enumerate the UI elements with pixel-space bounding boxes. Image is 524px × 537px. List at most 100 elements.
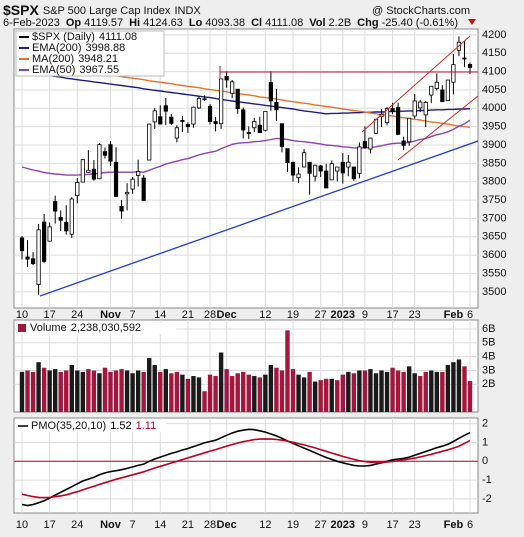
candle-body bbox=[119, 205, 124, 212]
candle-body bbox=[230, 81, 235, 94]
x-tick-label: 12 bbox=[259, 519, 271, 531]
candle-body bbox=[224, 75, 229, 81]
open-label: Op bbox=[66, 17, 82, 29]
volume-bar bbox=[158, 371, 163, 412]
x-tick-label: 17 bbox=[44, 309, 56, 321]
legend-entry: EMA(50) 3967.55 bbox=[32, 64, 119, 76]
volume-bar bbox=[323, 378, 329, 412]
y-tick-label: 4150 bbox=[482, 47, 506, 59]
candle-body bbox=[219, 78, 224, 125]
x-tick-label: 14 bbox=[154, 519, 166, 531]
volume-bar bbox=[19, 371, 25, 412]
volume-bar bbox=[152, 364, 157, 412]
volume-bar bbox=[307, 371, 312, 412]
candle-body bbox=[351, 166, 356, 180]
volume-bar bbox=[268, 364, 274, 412]
x-tick-label: 2023 bbox=[331, 519, 355, 531]
volume-layer bbox=[19, 330, 473, 412]
pmo-panel bbox=[13, 417, 479, 514]
volume-bar bbox=[52, 369, 58, 412]
candle-body bbox=[279, 123, 285, 147]
volume-bar bbox=[263, 374, 268, 412]
y-tick-label: 4100 bbox=[482, 65, 506, 77]
volume-bar bbox=[296, 374, 301, 412]
volume-bar bbox=[423, 371, 428, 412]
y-tick-label: -1 bbox=[482, 474, 492, 486]
volume-bar bbox=[191, 376, 196, 412]
volume-bar bbox=[406, 366, 412, 412]
y-tick-label: 3500 bbox=[482, 286, 506, 298]
candle-body bbox=[429, 85, 434, 96]
candle-body bbox=[141, 177, 146, 201]
x-tick-label: 17 bbox=[386, 519, 398, 531]
legend-label: EMA(200) bbox=[32, 42, 82, 54]
volume-bar bbox=[97, 373, 102, 412]
candle-body bbox=[418, 101, 423, 109]
volume-bar bbox=[335, 380, 340, 412]
candle-body bbox=[86, 169, 91, 173]
volume-bar bbox=[119, 369, 124, 412]
volume-bar bbox=[69, 364, 74, 412]
support-trendline bbox=[39, 140, 478, 297]
volume-bar bbox=[274, 367, 279, 412]
trendlines bbox=[39, 35, 478, 297]
candle-body bbox=[102, 151, 108, 156]
volume-bar bbox=[185, 378, 191, 412]
volume-bar bbox=[80, 371, 86, 412]
close-label: Cl bbox=[251, 17, 262, 29]
x-tick-label: Feb bbox=[444, 519, 464, 531]
candle-body bbox=[362, 140, 368, 148]
volume-bar bbox=[224, 369, 229, 412]
candle-body bbox=[296, 173, 301, 179]
x-tick-label: Nov bbox=[100, 519, 122, 531]
x-tick-label: 23 bbox=[409, 519, 421, 531]
volume-bar bbox=[456, 359, 462, 412]
pmo-layer bbox=[14, 428, 478, 507]
candle-body bbox=[185, 124, 191, 128]
volume-bar bbox=[163, 369, 169, 412]
volume-bar bbox=[241, 371, 246, 412]
price-layer bbox=[19, 36, 473, 295]
high-label: Hi bbox=[129, 17, 140, 29]
legend-label: MA(200) bbox=[32, 53, 74, 65]
candle-body bbox=[180, 120, 185, 122]
candle-body bbox=[202, 98, 207, 101]
candle-body bbox=[263, 111, 268, 131]
candle-body bbox=[36, 229, 41, 285]
volume-bar bbox=[235, 373, 240, 412]
candle-body bbox=[207, 106, 213, 122]
volume-swatch bbox=[18, 324, 26, 332]
candle-body bbox=[395, 107, 401, 135]
change-label: Chg bbox=[357, 17, 378, 29]
volume-bar bbox=[434, 371, 440, 412]
y-tick-label: 3850 bbox=[482, 157, 506, 169]
y-tick-label: 5B bbox=[482, 337, 495, 349]
x-tick-label: Dec bbox=[217, 309, 237, 321]
y-tick-label: 3B bbox=[482, 364, 495, 376]
volume-bar bbox=[25, 370, 30, 412]
x-tick-label: 28 bbox=[204, 519, 216, 531]
volume-bar bbox=[130, 373, 135, 412]
volume-bar bbox=[207, 374, 213, 412]
y-tick-label: 3900 bbox=[482, 139, 506, 151]
candle-body bbox=[301, 152, 307, 168]
volume-bar bbox=[86, 369, 91, 412]
x-tick-label: Nov bbox=[100, 309, 122, 321]
legend-entry: $SPX (Daily) 4111.08 bbox=[32, 31, 137, 43]
pmo-line bbox=[21, 438, 471, 499]
x-tick-label: 7 bbox=[130, 519, 136, 531]
volume-bar bbox=[312, 381, 318, 412]
volume-bar bbox=[329, 378, 334, 412]
candle-body bbox=[440, 89, 445, 103]
x-tick-label: 10 bbox=[16, 519, 28, 531]
candle-body bbox=[30, 258, 36, 264]
y-tick-label: 4B bbox=[482, 351, 495, 363]
legend-value: 4111.08 bbox=[99, 31, 137, 43]
volume-bar bbox=[346, 371, 351, 412]
volume-bar bbox=[445, 364, 451, 412]
candle-body bbox=[97, 144, 102, 180]
candle-body bbox=[47, 226, 52, 242]
volume-bar bbox=[91, 370, 97, 412]
candle-body bbox=[290, 161, 296, 176]
volume-bar bbox=[47, 370, 52, 412]
